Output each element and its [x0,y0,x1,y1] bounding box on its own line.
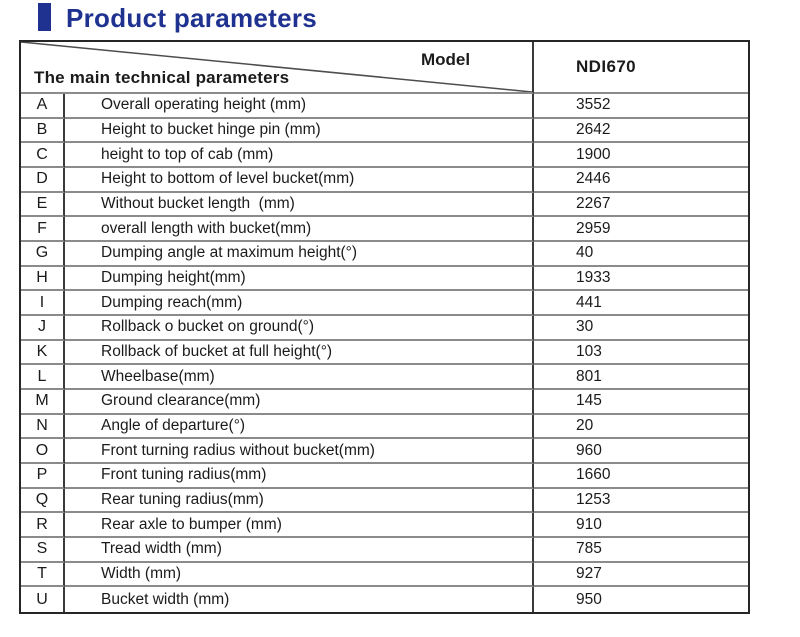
row-parameter: overall length with bucket(mm) [65,217,534,242]
row-key: R [21,513,65,538]
row-parameter: Rollback o bucket on ground(°) [65,315,534,341]
row-parameter: Dumping height(mm) [65,266,534,292]
row-value: 2267 [534,193,748,218]
row-value: 910 [534,513,748,538]
technical-parameters-table: Model The main technical parameters NDI6… [19,40,750,614]
row-key: U [21,587,65,612]
row-value: 1933 [534,267,748,292]
row-value: 960 [534,439,748,464]
row-parameter: Width (mm) [65,562,534,588]
table-grid: Model The main technical parameters NDI6… [21,42,748,612]
section-title-row: Product parameters [38,3,317,31]
row-key: G [21,241,65,267]
row-value: 1253 [534,489,748,514]
row-parameter: Dumping reach(mm) [65,291,534,316]
row-value: 20 [534,415,748,440]
row-parameter: Front turning radius without bucket(mm) [65,439,534,464]
row-value: 785 [534,538,748,563]
header-model-label: Model [421,50,471,69]
row-key: E [21,192,65,218]
row-parameter: Overall operating height (mm) [65,94,534,119]
row-value: 801 [534,365,748,390]
row-key: Q [21,488,65,514]
row-value: 1900 [534,143,748,168]
row-parameter: Dumping angle at maximum height(°) [65,241,534,267]
row-parameter: Angle of departure(°) [65,414,534,440]
diagonal-divider-line [21,42,532,92]
row-parameter: Rollback of bucket at full height(°) [65,340,534,366]
row-value: 1660 [534,464,748,489]
row-parameter: Without bucket length (mm) [65,192,534,218]
row-parameter: height to top of cab (mm) [65,143,534,168]
row-value: 950 [576,590,602,608]
row-parameter: Height to bottom of level bucket(mm) [65,167,534,193]
row-key: L [21,365,65,390]
row-value: 2446 [534,168,748,193]
row-parameter: Rear tuning radius(mm) [65,488,534,514]
row-key: I [21,291,65,316]
row-value: 2959 [534,217,748,242]
table-header-corner-cell: Model The main technical parameters [21,42,534,94]
row-parameter: Tread width (mm) [65,537,534,563]
row-value: 40 [534,242,748,267]
row-value: 2642 [534,119,748,144]
row-value: 145 [534,390,748,415]
header-main-parameters-label: The main technical parameters [34,68,290,87]
row-key: O [21,439,65,464]
row-parameter: Ground clearance(mm) [65,389,534,415]
row-parameter: Height to bucket hinge pin (mm) [65,118,534,144]
row-key: K [21,340,65,366]
row-parameter: Rear axle to bumper (mm) [65,513,534,538]
row-parameter: Wheelbase(mm) [65,365,534,390]
row-key: M [21,389,65,415]
row-key: N [21,414,65,440]
row-key: A [21,94,65,119]
row-value: 441 [534,291,748,316]
row-parameter: Bucket width (mm) [65,587,534,612]
row-key: P [21,463,65,489]
row-key: C [21,143,65,168]
title-accent-bar [38,3,51,31]
row-key: S [21,537,65,563]
row-key: H [21,266,65,292]
row-value: 3552 [534,94,748,119]
row-key: F [21,217,65,242]
row-value: 103 [534,341,748,366]
header-model-name-cell: NDI670 [534,42,748,94]
row-key: B [21,118,65,144]
page-title: Product parameters [66,3,318,33]
row-parameter: Front tuning radius(mm) [65,463,534,489]
row-key: D [21,167,65,193]
row-key: T [21,562,65,588]
row-value: 927 [534,563,748,588]
row-key: J [21,315,65,341]
row-value: 30 [534,316,748,341]
